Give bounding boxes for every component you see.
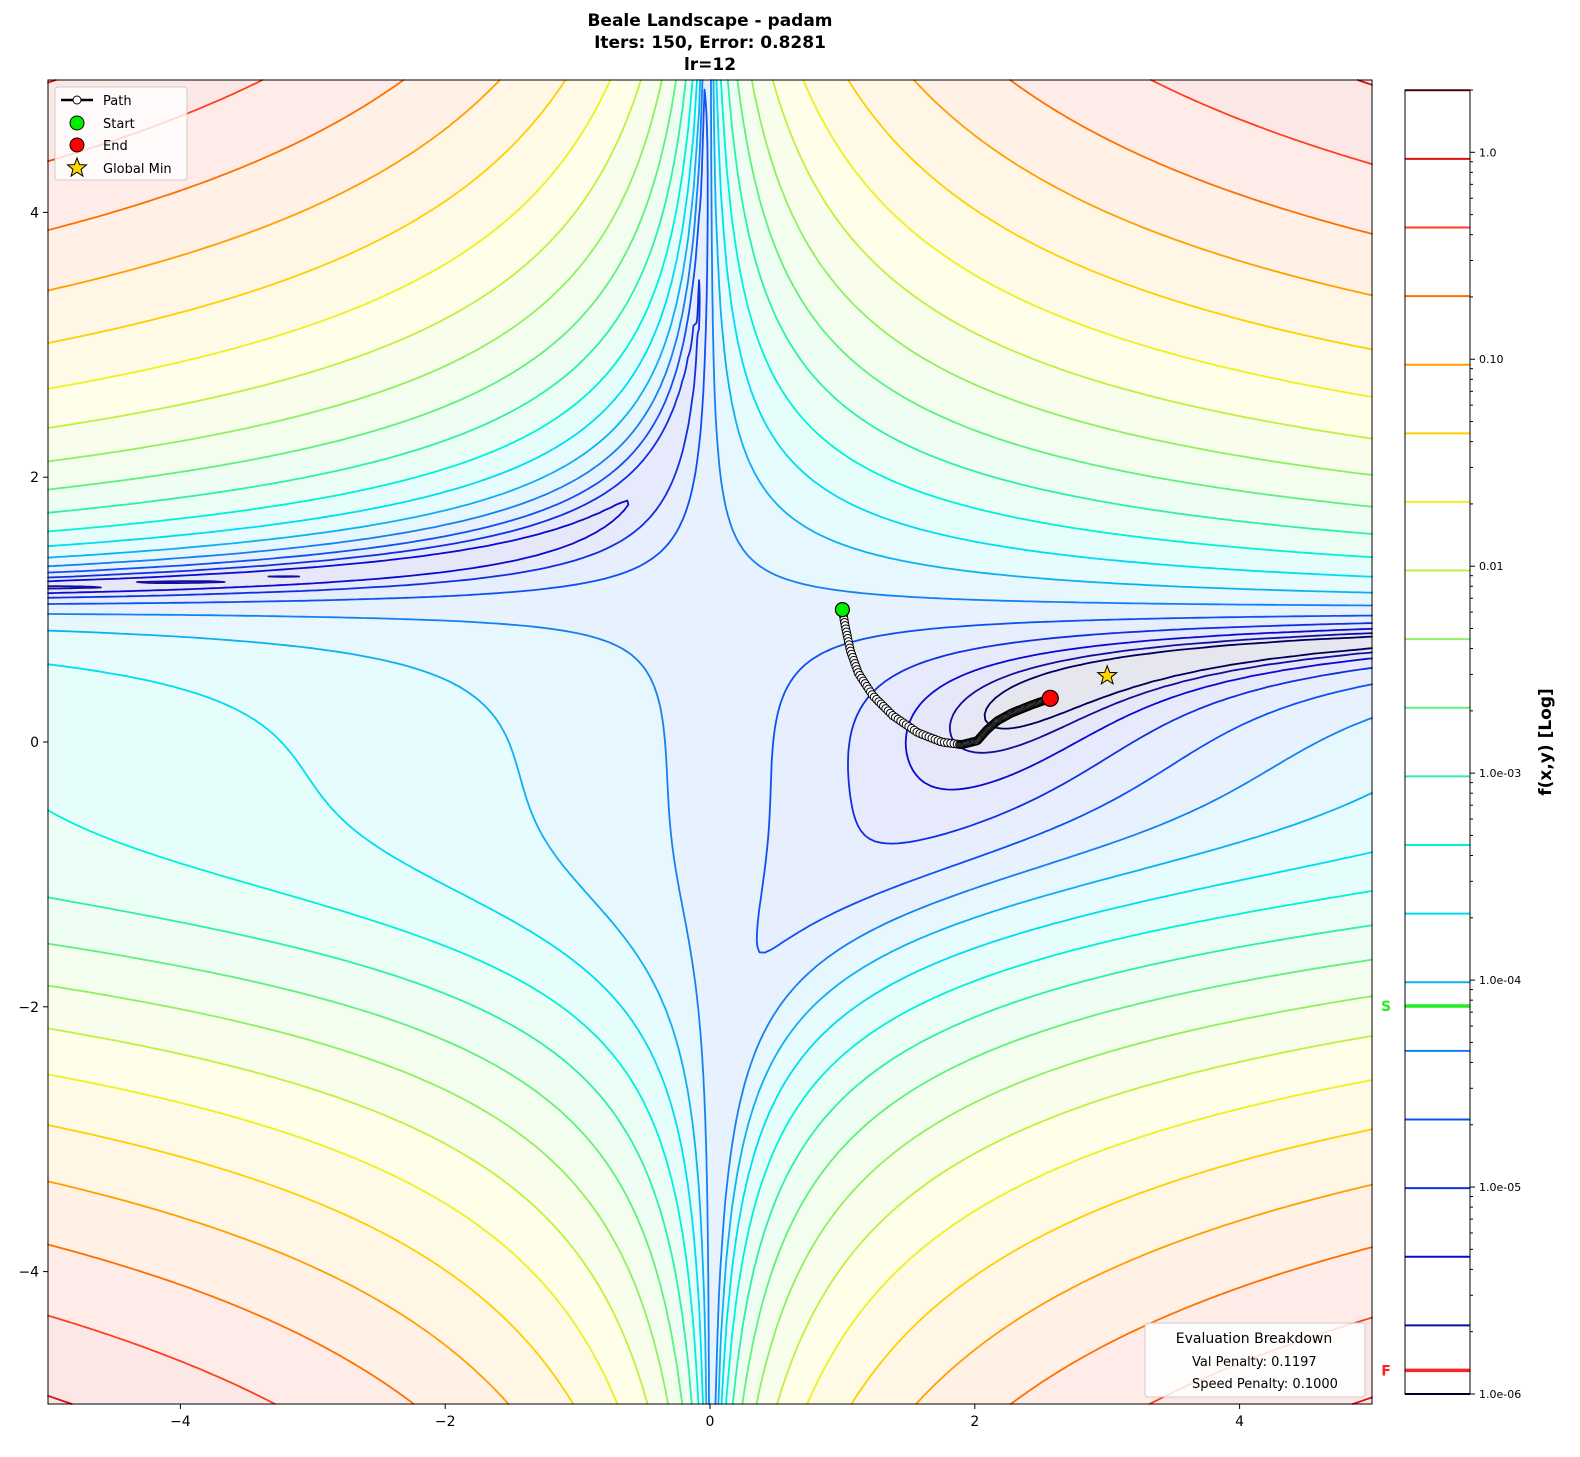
- colorbar-level-lines: [1405, 89, 1470, 1395]
- contour-level-17: [47, 79, 1373, 1405]
- legend-label-global-min: Global Min: [103, 162, 172, 177]
- colorbar-tick-label: 1.0e-05: [1479, 1181, 1521, 1194]
- contour-level-9: [47, 79, 1373, 1405]
- legend-star-icon: [66, 156, 88, 178]
- colorbar-label: f(x,y) [Log]: [1536, 688, 1556, 796]
- x-tick-label: 2: [970, 1414, 979, 1430]
- legend-label-path: Path: [103, 94, 132, 109]
- contour-level-13: [47, 79, 1373, 1405]
- contour-level-16: [47, 79, 1373, 1405]
- x-tick-label: 4: [1235, 1414, 1244, 1430]
- contour-lines: [47, 79, 1373, 1405]
- colorbar-body: [1405, 90, 1470, 1394]
- val-penalty: Val Penalty: 0.1197: [1192, 1355, 1317, 1370]
- contour-level-14: [47, 79, 1373, 1405]
- contour-level-1: [47, 575, 1373, 754]
- colorbar-frame: [1404, 89, 1471, 1395]
- contour-level-6: [47, 79, 1373, 1405]
- colorbar-tick-label: 0.01: [1479, 560, 1504, 573]
- contour-level-7: [47, 79, 1373, 1405]
- title-line-3: lr=12: [684, 55, 736, 75]
- x-tick-label: −4: [170, 1414, 191, 1430]
- colorbar-tick-label: 0.10: [1479, 353, 1504, 366]
- legend-end-icon: [69, 137, 85, 153]
- x-tick-label: −2: [435, 1414, 456, 1430]
- x-axis-ticks: −4 −2 0 2 4: [170, 1404, 1244, 1430]
- y-axis-ticks: −4 −2 0 2 4: [18, 205, 48, 1281]
- contour-level-4: [47, 88, 1373, 954]
- contour-level-12: [47, 79, 1373, 1405]
- legend-path-marker-icon: [72, 95, 82, 105]
- start-marker: [834, 601, 851, 618]
- colorbar-tick-label: 1.0e-06: [1479, 1388, 1521, 1401]
- contour-level-18: [47, 79, 1373, 1405]
- legend-label-end: End: [103, 139, 128, 154]
- y-tick-label: −4: [18, 1265, 39, 1281]
- title-line-2: Iters: 150, Error: 0.8281: [594, 33, 826, 53]
- plot-frame: [47, 79, 1373, 1405]
- point-markers: [834, 601, 1119, 707]
- colorbar-ticks: 1.0e-06 1.0e-05 1.0e-04 1.0e-03 0.01 0.10 1.0: [1470, 89, 1521, 1401]
- legend-start-icon: [69, 115, 85, 131]
- contour-level-5: [47, 79, 1373, 1405]
- colorbar: SF 1.0e-061.0e-051.0e-041.0e-030.010.101…: [1381, 89, 1556, 1401]
- colorbar-tick-label: 1.0: [1479, 146, 1497, 159]
- colorbar-marker-label-F: F: [1381, 1363, 1391, 1379]
- y-tick-label: 2: [30, 470, 39, 486]
- y-tick-label: 0: [30, 735, 39, 751]
- end-marker: [1041, 689, 1059, 707]
- colorbar-markers: SF: [1381, 999, 1470, 1379]
- global-min-star: [1096, 664, 1119, 686]
- contour-level-11: [47, 79, 1373, 1405]
- y-tick-label: −2: [18, 1000, 39, 1016]
- chart-title: Beale Landscape - padam Iters: 150, Erro…: [587, 11, 832, 75]
- contour-level-10: [47, 79, 1373, 1405]
- contour-level-3: [47, 279, 1373, 845]
- evaluation-title: Evaluation Breakdown: [1176, 1331, 1332, 1347]
- speed-penalty: Speed Penalty: 0.1000: [1192, 1377, 1338, 1392]
- contour-level-2: [47, 499, 1373, 791]
- colorbar-marker-label-S: S: [1381, 999, 1391, 1015]
- legend-box: [54, 86, 188, 181]
- colorbar-tick-label: 1.0e-04: [1479, 974, 1521, 987]
- evaluation-breakdown-box: Evaluation Breakdown Val Penalty: 0.1197…: [1144, 1322, 1366, 1398]
- colorbar-tick-label: 1.0e-03: [1479, 767, 1521, 780]
- y-tick-label: 4: [30, 205, 39, 221]
- legend-label-start: Start: [103, 117, 135, 132]
- x-tick-label: 0: [706, 1414, 715, 1430]
- contour-level-15: [47, 79, 1373, 1405]
- contour-level-8: [47, 79, 1373, 1405]
- evaluation-box-frame: [1144, 1322, 1366, 1398]
- legend: Path Start End Global Min: [54, 86, 188, 181]
- title-line-1: Beale Landscape - padam: [587, 11, 832, 31]
- path-line: [841, 609, 1051, 746]
